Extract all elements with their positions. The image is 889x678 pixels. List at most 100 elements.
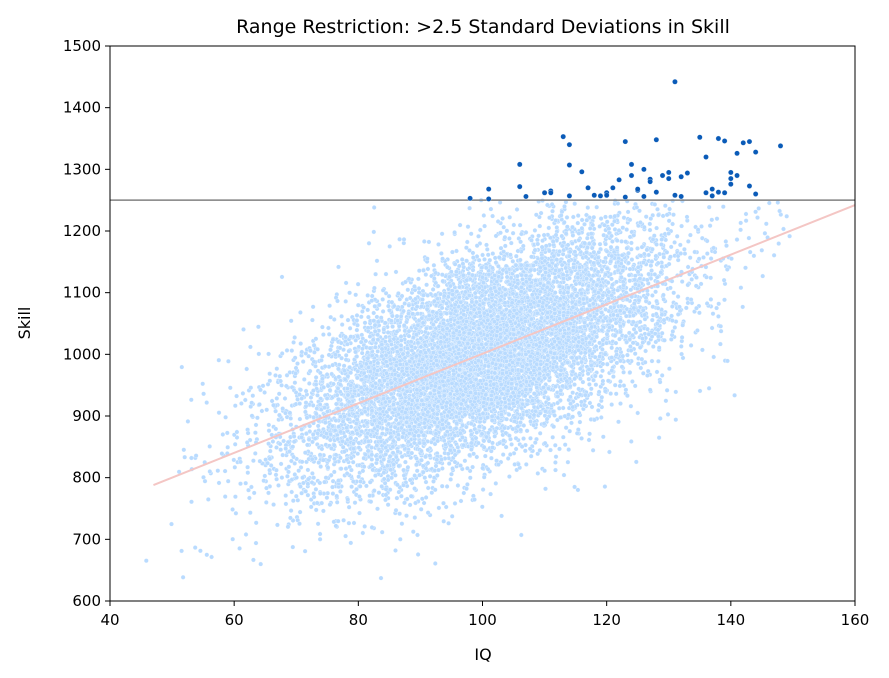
data-point-below [319, 500, 325, 506]
data-point-below [291, 340, 296, 345]
data-point-below [350, 459, 356, 465]
data-point-below [305, 481, 311, 487]
data-point-below [313, 336, 319, 342]
data-point-below [677, 242, 683, 248]
data-point-below [315, 423, 321, 429]
data-point-below [357, 483, 363, 489]
data-point-below [339, 322, 345, 327]
data-point-below [421, 239, 427, 244]
data-point-below [348, 540, 354, 546]
data-point-below [189, 455, 194, 461]
data-point-below [628, 439, 634, 444]
data-point-below [679, 223, 684, 229]
data-point-below [553, 460, 558, 465]
data-point-below [647, 227, 653, 233]
data-point-below [376, 490, 382, 496]
data-point-below [297, 416, 303, 422]
data-point-below [284, 348, 290, 353]
data-point-below [513, 253, 519, 259]
data-point-below [362, 524, 368, 529]
data-point-below [301, 377, 307, 382]
data-point-below [569, 241, 575, 246]
data-point-below [654, 369, 660, 375]
data-point-below [508, 240, 514, 246]
data-point-below [204, 400, 210, 405]
data-point-below [476, 233, 481, 239]
data-point-below [369, 525, 375, 530]
data-point-below [495, 219, 501, 224]
data-point-below [297, 509, 303, 515]
data-point-below [567, 428, 573, 434]
data-point-below [230, 507, 235, 512]
data-point-below [200, 381, 206, 387]
data-point-below [246, 487, 251, 493]
data-point-below [354, 327, 360, 333]
data-point-below [716, 301, 722, 307]
data-point-below [484, 242, 489, 248]
data-point-below [675, 294, 681, 299]
data-point-below [688, 297, 694, 302]
data-point-below [274, 476, 279, 482]
data-point-below [465, 224, 471, 230]
data-point-below [321, 508, 326, 514]
data-point-below [441, 500, 446, 506]
data-point-below [759, 247, 765, 253]
data-point-below [656, 358, 661, 364]
data-point-below [245, 464, 250, 470]
data-point-below [490, 251, 496, 256]
data-point-below [427, 453, 433, 458]
data-point-below [607, 449, 612, 455]
data-point-below [251, 458, 256, 464]
data-point-below [232, 403, 238, 409]
data-point-below [253, 540, 259, 546]
data-point-below [542, 440, 548, 446]
data-point-below [738, 285, 744, 291]
data-point-below [230, 536, 236, 542]
data-point-below [198, 548, 203, 554]
data-point-below [665, 412, 671, 417]
data-point-below [288, 508, 294, 513]
data-point-below [407, 502, 413, 508]
data-point-below [646, 340, 652, 346]
data-point-below [423, 272, 429, 277]
data-point-below [404, 496, 410, 502]
data-point-below [315, 392, 320, 398]
data-point-below [253, 520, 259, 526]
data-point-below [317, 531, 323, 537]
data-point-below [232, 441, 238, 447]
data-point-below [269, 398, 275, 404]
data-point-below [250, 393, 256, 399]
data-point-below [456, 449, 462, 454]
data-point-below [647, 387, 653, 393]
data-point-below [620, 225, 626, 231]
data-point-below [260, 383, 266, 389]
data-point-below [360, 468, 366, 474]
data-point-below [379, 484, 385, 489]
data-point-below [245, 470, 251, 476]
data-point-below [345, 317, 351, 323]
data-point-below [336, 374, 342, 380]
data-point-below [687, 255, 693, 261]
data-point-below [354, 313, 360, 318]
data-point-below [509, 442, 514, 447]
data-point-below [310, 317, 315, 323]
data-point-below [584, 235, 590, 241]
data-point-below [274, 467, 279, 473]
data-point-below [708, 256, 714, 261]
data-point-below [179, 364, 185, 370]
data-point-below [688, 232, 693, 238]
data-point-below [267, 371, 273, 377]
data-point-below [432, 561, 438, 566]
data-point-below [458, 498, 464, 504]
data-point-below [421, 500, 427, 506]
data-point-below [723, 239, 729, 244]
data-point-below [499, 513, 504, 519]
data-point-below [380, 309, 386, 314]
data-point-below [616, 419, 621, 425]
data-point-below [291, 434, 297, 439]
data-point-below [640, 340, 646, 345]
data-point-below [706, 204, 712, 210]
data-point-below [618, 379, 623, 384]
data-point-below [270, 439, 276, 444]
